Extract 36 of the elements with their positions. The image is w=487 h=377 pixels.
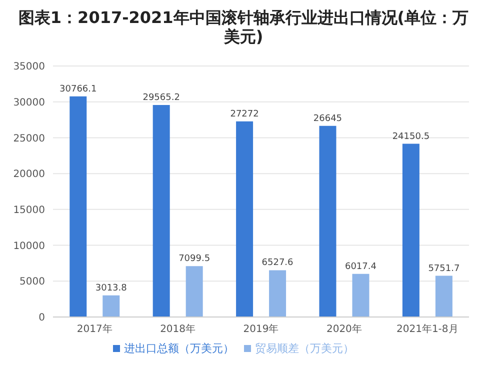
- x-tick-label: 2020年: [326, 323, 362, 336]
- bar: [236, 121, 254, 317]
- data-label: 3013.8: [95, 283, 128, 294]
- y-tick-label: 0: [38, 312, 45, 324]
- y-tick-label: 15000: [13, 204, 45, 216]
- bar: [186, 266, 203, 317]
- bar: [352, 274, 370, 317]
- x-tick-label: 2017年: [76, 323, 112, 336]
- data-label: 24150.5: [392, 132, 430, 142]
- y-tick-label: 30000: [13, 97, 45, 108]
- bar: [269, 270, 286, 317]
- data-label: 6017.4: [344, 262, 377, 272]
- bar: [319, 126, 336, 317]
- bar: [435, 276, 452, 317]
- y-tick-label: 35000: [13, 62, 45, 73]
- y-tick-label: 20000: [13, 169, 45, 180]
- data-label: 6527.6: [262, 258, 294, 268]
- chart-title: 图表1：2017-2021年中国滚针轴承行业进出口情况(单位：万美元): [17, 8, 470, 46]
- x-tick-label: 2021年1-8月: [396, 323, 458, 336]
- bar: [70, 96, 87, 317]
- bar: [152, 104, 170, 317]
- bar: [402, 144, 420, 317]
- y-tick-label: 10000: [13, 240, 45, 252]
- bar: [102, 295, 120, 317]
- data-label: 29565.2: [142, 92, 180, 103]
- legend-label: 进出口总额（万美元）: [124, 342, 234, 355]
- y-tick-label: 25000: [13, 133, 45, 144]
- x-tick-label: 2019年: [243, 323, 279, 336]
- y-tick-label: 5000: [20, 276, 45, 288]
- x-tick-label: 2018年: [160, 323, 196, 336]
- data-label: 27272: [230, 109, 259, 120]
- data-label: 30766.1: [60, 84, 97, 94]
- legend-label: 贸易顺差（万美元）: [255, 342, 354, 355]
- data-label: 7099.5: [178, 254, 210, 264]
- data-label: 26645: [313, 114, 342, 124]
- data-label: 5751.7: [428, 264, 460, 274]
